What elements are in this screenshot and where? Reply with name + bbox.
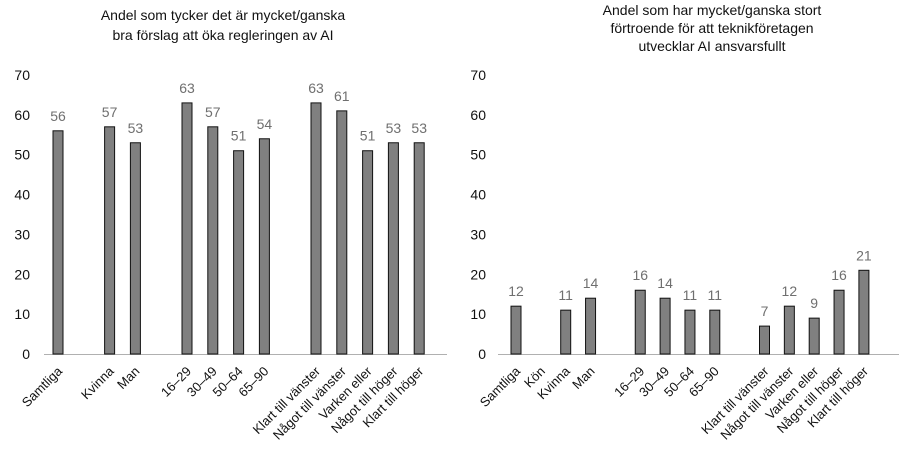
chart-title-line: Andel som tycker det är mycket/ganska (101, 7, 346, 23)
data-label: 9 (810, 295, 818, 311)
bar (808, 317, 820, 355)
data-label: 12 (508, 283, 524, 299)
bar (709, 309, 721, 355)
bar (52, 130, 64, 355)
data-label: 53 (411, 120, 427, 136)
data-label: 11 (683, 287, 698, 303)
x-category-label: Man (114, 364, 142, 392)
data-label: 51 (231, 128, 247, 144)
bar (129, 142, 141, 355)
bar (413, 142, 425, 355)
y-tick-label: 50 (14, 147, 30, 163)
bar (362, 150, 374, 355)
bar (560, 309, 572, 355)
data-label: 61 (334, 88, 350, 104)
y-tick-label: 30 (470, 226, 486, 242)
x-category-label: Samtliga (19, 363, 66, 410)
x-category-label: Samtliga (477, 363, 524, 410)
y-tick-label: 60 (470, 107, 486, 123)
y-tick-label: 0 (22, 346, 30, 362)
bar (181, 102, 193, 355)
y-tick-label: 20 (14, 266, 30, 282)
data-label: 56 (50, 108, 66, 124)
data-label: 12 (782, 283, 798, 299)
data-label: 11 (708, 287, 723, 303)
y-tick-label: 30 (14, 226, 30, 242)
data-label: 16 (632, 267, 648, 283)
bar (233, 150, 245, 355)
y-tick-label: 40 (14, 187, 30, 203)
x-category-label: Man (569, 364, 597, 392)
x-category-label: Kvinna (78, 363, 117, 402)
bar (684, 309, 696, 355)
bar (510, 305, 522, 355)
y-tick-label: 0 (478, 346, 486, 362)
bar (104, 126, 116, 355)
data-label: 14 (583, 275, 599, 291)
bar (759, 325, 770, 355)
chart-title-line: Andel som har mycket/ganska stort (603, 2, 822, 18)
chart-title-line: förtroende för att teknikföretagen (610, 20, 813, 36)
data-label: 57 (102, 104, 118, 120)
bar (310, 102, 322, 355)
y-tick-label: 50 (470, 147, 486, 163)
y-tick-label: 10 (14, 306, 30, 322)
y-tick-label: 70 (14, 67, 30, 83)
y-tick-label: 70 (470, 67, 486, 83)
chart-left-regulering: Andel som tycker det är mycket/ganska bra… (14, 7, 447, 443)
chart-right-fortroende: Andel som har mycket/ganska stort förtroe… (470, 2, 899, 443)
y-tick-label: 60 (14, 107, 30, 123)
y-tick-label: 20 (470, 266, 486, 282)
bar (585, 297, 597, 355)
bar (336, 110, 348, 355)
bar (833, 289, 845, 355)
bar (858, 269, 870, 355)
bar (207, 126, 219, 355)
data-label: 16 (831, 267, 847, 283)
data-label: 63 (179, 80, 195, 96)
bar (659, 297, 671, 355)
bar (387, 142, 399, 355)
data-label: 7 (761, 303, 769, 319)
data-label: 53 (386, 120, 402, 136)
y-tick-label: 40 (470, 187, 486, 203)
data-label: 57 (205, 104, 221, 120)
bar (783, 305, 795, 355)
data-label: 11 (558, 287, 573, 303)
data-label: 51 (360, 128, 376, 144)
data-label: 63 (308, 80, 324, 96)
chart-title-line: bra förslag att öka regleringen av AI (112, 27, 333, 43)
data-label: 21 (856, 247, 872, 263)
data-label: 14 (657, 275, 673, 291)
bar (634, 289, 646, 355)
chart-title-line: utvecklar AI ansvarsfullt (638, 38, 785, 54)
data-label: 54 (257, 116, 273, 132)
x-category-label: 65‒90 (235, 364, 271, 400)
data-label: 53 (128, 120, 144, 136)
y-tick-label: 10 (470, 306, 486, 322)
bar (258, 138, 270, 355)
